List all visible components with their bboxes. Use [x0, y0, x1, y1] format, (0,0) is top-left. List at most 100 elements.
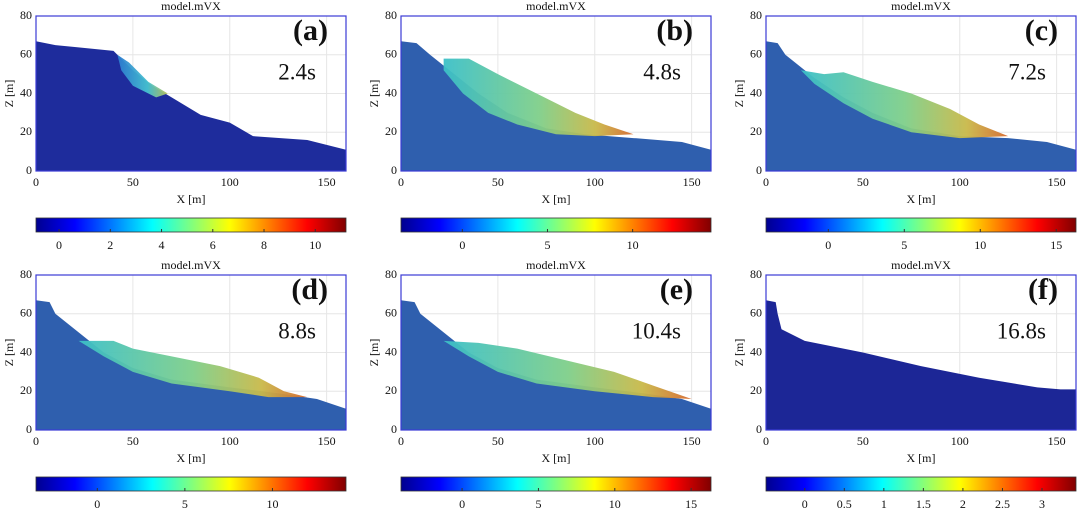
axes-frame [765, 15, 1077, 172]
axes-frame [765, 274, 1077, 431]
sliding-mass [443, 340, 692, 399]
x-tick-label: 50 [857, 434, 869, 448]
colorbar-tick-label: 2 [960, 497, 966, 511]
x-axis-label: X [m] [542, 192, 571, 206]
x-tick-label: 0 [33, 175, 39, 189]
y-tick-label: 0 [26, 422, 32, 436]
y-tick-label: 60 [385, 47, 397, 61]
panel-label: (c) [1025, 14, 1058, 47]
colorbar-tick-label: 5 [182, 497, 188, 511]
y-tick-label: 0 [756, 163, 762, 177]
x-axis-label: X [m] [177, 451, 206, 465]
x-tick-label: 100 [586, 175, 604, 189]
x-tick-label: 50 [127, 175, 139, 189]
time-label: 16.8s [997, 318, 1046, 343]
y-tick-label: 60 [750, 306, 762, 320]
axes-title: model.mVX [526, 0, 586, 13]
colorbar-tick-label: 5 [901, 238, 907, 252]
particle-field [766, 300, 1076, 430]
colorbar-tick-label: 15 [1050, 238, 1062, 252]
panel-label: (e) [660, 273, 693, 306]
x-tick-label: 50 [492, 434, 504, 448]
y-tick-label: 80 [20, 8, 32, 22]
particle-field [401, 41, 711, 171]
y-tick-label: 20 [20, 124, 32, 138]
x-tick-label: 0 [763, 175, 769, 189]
y-tick-label: 40 [20, 85, 32, 99]
y-tick-label: 20 [385, 383, 397, 397]
y-axis-label: Z [m] [2, 80, 16, 108]
x-axis-label: X [m] [542, 451, 571, 465]
y-tick-label: 40 [20, 344, 32, 358]
colorbar [35, 217, 347, 233]
sliding-mass [800, 70, 1009, 139]
colorbar-tick-label: 0 [459, 497, 465, 511]
x-tick-label: 150 [318, 175, 336, 189]
sliding-mass [78, 340, 308, 398]
y-tick-label: 0 [391, 422, 397, 436]
time-label: 10.4s [632, 318, 681, 343]
x-tick-label: 150 [1048, 434, 1066, 448]
x-tick-label: 100 [221, 175, 239, 189]
panel-label: (a) [293, 14, 328, 47]
time-label: 7.2s [1008, 59, 1046, 84]
axes-frame [35, 15, 347, 172]
particle-field [36, 41, 346, 171]
colorbar-tick-label: 10 [974, 238, 986, 252]
time-label: 4.8s [643, 59, 681, 84]
y-tick-label: 0 [756, 422, 762, 436]
colorbar-tick-label: 10 [309, 238, 321, 252]
panel-label: (f) [1028, 273, 1058, 306]
x-tick-label: 0 [763, 434, 769, 448]
panel-label: (d) [291, 273, 328, 306]
x-axis-label: X [m] [907, 192, 936, 206]
y-axis-label: Z [m] [367, 339, 381, 367]
x-tick-label: 50 [492, 175, 504, 189]
y-axis-label: Z [m] [732, 339, 746, 367]
y-tick-label: 60 [20, 47, 32, 61]
y-tick-label: 80 [20, 267, 32, 281]
axes-title: model.mVX [161, 258, 221, 272]
y-tick-label: 20 [385, 124, 397, 138]
axes-frame [400, 15, 712, 172]
sliding-mass [443, 58, 634, 137]
x-tick-label: 150 [683, 175, 701, 189]
colorbar-tick-label: 6 [210, 238, 216, 252]
colorbar-tick-label: 0.5 [837, 497, 852, 511]
colorbar-tick-label: 0 [459, 238, 465, 252]
axes-title: model.mVX [891, 258, 951, 272]
colorbar-tick-label: 10 [609, 497, 621, 511]
y-tick-label: 20 [20, 383, 32, 397]
y-tick-label: 40 [385, 344, 397, 358]
colorbar-tick-label: 5 [544, 238, 550, 252]
particle-field [36, 300, 346, 430]
panel-label: (b) [656, 14, 693, 47]
colorbar-tick-label: 0 [56, 238, 62, 252]
axes-title: model.mVX [161, 0, 221, 13]
colorbar-tick-label: 2 [107, 238, 113, 252]
y-tick-label: 60 [385, 306, 397, 320]
axes-frame [400, 274, 712, 431]
colorbar-tick-label: 8 [261, 238, 267, 252]
y-tick-label: 20 [750, 383, 762, 397]
x-axis-label: X [m] [177, 192, 206, 206]
x-tick-label: 50 [127, 434, 139, 448]
time-label: 2.4s [278, 59, 316, 84]
x-tick-label: 150 [683, 434, 701, 448]
x-tick-label: 150 [1048, 175, 1066, 189]
x-tick-label: 150 [318, 434, 336, 448]
y-tick-label: 60 [750, 47, 762, 61]
colorbar-tick-label: 2.5 [995, 497, 1010, 511]
time-label: 8.8s [278, 318, 316, 343]
colorbar-tick-label: 0 [825, 238, 831, 252]
x-tick-label: 0 [398, 434, 404, 448]
sliding-mass [117, 54, 168, 98]
y-tick-label: 0 [26, 163, 32, 177]
y-tick-label: 40 [750, 85, 762, 99]
colorbar [400, 217, 712, 233]
y-axis-label: Z [m] [732, 80, 746, 108]
particle-field [401, 300, 711, 430]
